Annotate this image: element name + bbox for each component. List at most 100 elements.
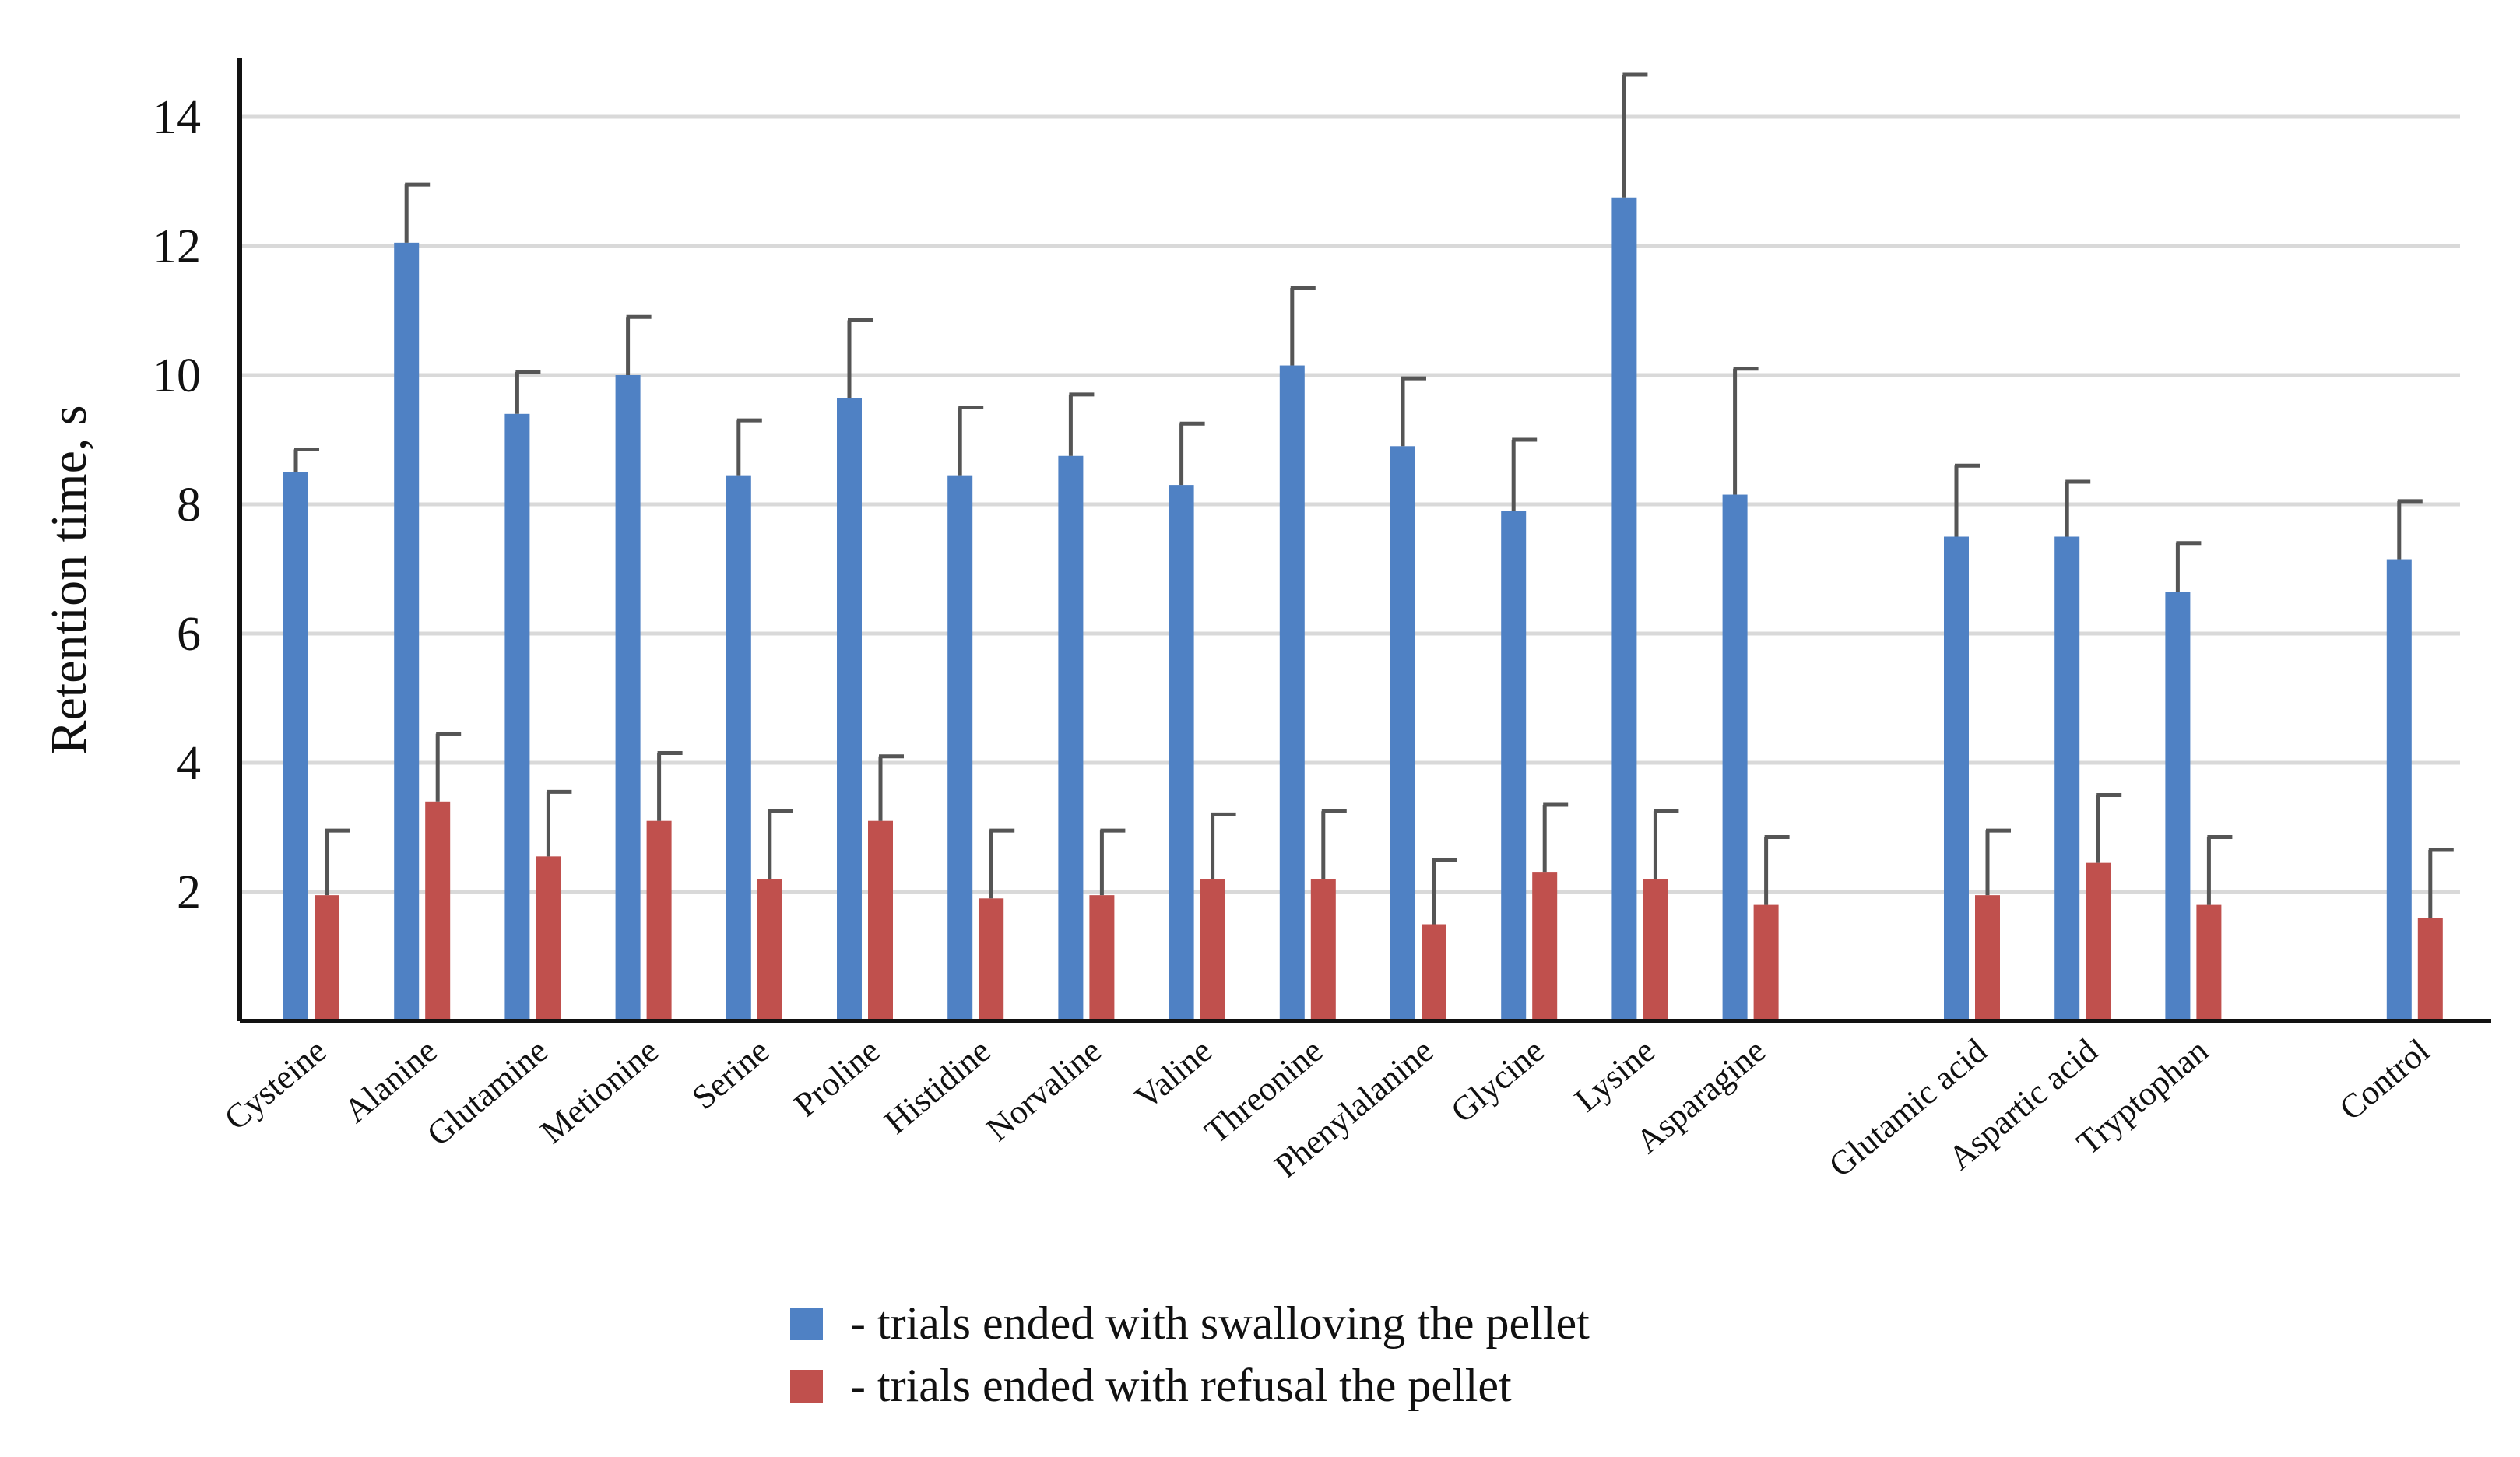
x-tick-cysteine: Cysteine bbox=[217, 1031, 333, 1138]
error-bar-refusal-proline bbox=[878, 754, 904, 821]
error-bar-swallow-glycine bbox=[1511, 437, 1538, 511]
y-tick-12: 12 bbox=[153, 220, 201, 273]
bar-refusal-lysine bbox=[1643, 879, 1668, 1021]
error-bar-swallow-metionine bbox=[626, 314, 652, 375]
error-bar-swallow-phenylalanine bbox=[1401, 376, 1426, 447]
legend: - trials ended with swalloving the pelle… bbox=[790, 1297, 1590, 1411]
bar-swallow-phenylalanine bbox=[1390, 446, 1415, 1021]
bar-refusal-asparagine bbox=[1753, 904, 1779, 1021]
error-bar-swallow-cysteine bbox=[293, 447, 319, 472]
x-tick-norvaline: Norvaline bbox=[979, 1031, 1109, 1149]
bar-swallow-norvaline bbox=[1058, 455, 1084, 1021]
error-bar-refusal-metionine bbox=[657, 751, 683, 821]
error-bar-swallow-asparagine bbox=[1733, 367, 1759, 495]
bar-swallow-aspartic-acid bbox=[2054, 536, 2080, 1021]
x-tick-proline: Proline bbox=[787, 1031, 887, 1124]
bar-swallow-alanine bbox=[394, 242, 420, 1022]
error-bar-refusal-histidine bbox=[989, 828, 1015, 899]
legend-swatch-refusal bbox=[790, 1370, 823, 1403]
error-bar-refusal-asparagine bbox=[1764, 834, 1790, 905]
bar-refusal-glutamine bbox=[536, 856, 561, 1021]
x-tick-serine: Serine bbox=[685, 1031, 777, 1117]
y-tick-4: 4 bbox=[177, 737, 201, 790]
bars bbox=[283, 197, 2443, 1022]
error-bar-swallow-norvaline bbox=[1068, 392, 1095, 456]
bar-refusal-glycine bbox=[1532, 872, 1558, 1021]
bar-swallow-glycine bbox=[1501, 511, 1527, 1021]
error-bar-refusal-phenylalanine bbox=[1432, 858, 1457, 925]
error-bars bbox=[293, 72, 2454, 925]
bar-swallow-threonine bbox=[1279, 365, 1305, 1021]
y-tick-8: 8 bbox=[177, 479, 201, 532]
bar-swallow-serine bbox=[726, 475, 751, 1021]
bar-refusal-alanine bbox=[425, 801, 451, 1021]
bar-swallow-glutamic-acid bbox=[1944, 536, 1969, 1021]
bar-refusal-norvaline bbox=[1089, 895, 1115, 1021]
bar-refusal-tryptophan bbox=[2196, 904, 2222, 1021]
error-bar-refusal-valine bbox=[1211, 812, 1236, 879]
bar-refusal-threonine bbox=[1310, 879, 1336, 1021]
x-tick-histidine: Histidine bbox=[877, 1031, 998, 1141]
y-axis-label: Retention time, s bbox=[40, 405, 97, 754]
bar-refusal-histidine bbox=[979, 898, 1004, 1021]
bar-refusal-metionine bbox=[646, 820, 672, 1021]
error-bar-swallow-alanine bbox=[404, 182, 431, 243]
error-bar-swallow-control bbox=[2397, 499, 2423, 560]
y-tick-labels: 2 4 6 8 10 12 14 bbox=[153, 91, 201, 919]
error-bar-swallow-aspartic-acid bbox=[2065, 479, 2091, 537]
error-bar-swallow-proline bbox=[847, 318, 873, 398]
legend-label-refusal: - trials ended with refusal the pellet bbox=[850, 1360, 1512, 1411]
bar-refusal-aspartic-acid bbox=[2086, 862, 2111, 1021]
axes bbox=[237, 58, 2491, 1023]
error-bar-refusal-serine bbox=[768, 809, 793, 879]
error-bar-refusal-control bbox=[2428, 848, 2454, 918]
bar-swallow-tryptophan bbox=[2165, 592, 2191, 1021]
bar-refusal-serine bbox=[757, 879, 782, 1021]
error-bar-refusal-glutamine bbox=[546, 789, 572, 857]
x-tick-glutamine: Glutamine bbox=[420, 1031, 555, 1153]
error-bar-refusal-threonine bbox=[1321, 809, 1347, 879]
error-bar-swallow-valine bbox=[1179, 421, 1205, 486]
error-bar-refusal-alanine bbox=[435, 732, 462, 802]
bar-swallow-histidine bbox=[947, 475, 973, 1021]
x-tick-glycine: Glycine bbox=[1443, 1031, 1551, 1130]
error-bar-swallow-glutamic-acid bbox=[1954, 463, 1980, 537]
y-tick-10: 10 bbox=[153, 349, 201, 402]
error-bar-swallow-lysine bbox=[1622, 72, 1648, 198]
error-bar-swallow-serine bbox=[736, 418, 762, 476]
error-bar-swallow-histidine bbox=[958, 406, 984, 476]
x-tick-alanine: Alanine bbox=[336, 1031, 444, 1130]
bar-refusal-valine bbox=[1200, 879, 1225, 1021]
y-tick-6: 6 bbox=[177, 608, 201, 661]
bar-refusal-phenylalanine bbox=[1422, 924, 1446, 1021]
bar-refusal-proline bbox=[868, 820, 893, 1021]
bar-swallow-metionine bbox=[615, 375, 641, 1021]
bar-swallow-valine bbox=[1169, 485, 1194, 1021]
bar-swallow-asparagine bbox=[1722, 494, 1748, 1021]
bar-swallow-lysine bbox=[1611, 197, 1637, 1021]
x-tick-control: Control bbox=[2332, 1031, 2437, 1128]
error-bar-swallow-tryptophan bbox=[2175, 541, 2202, 592]
legend-swatch-swallow bbox=[790, 1308, 823, 1340]
error-bar-refusal-cysteine bbox=[325, 828, 350, 896]
x-tick-valine: Valine bbox=[1127, 1031, 1219, 1117]
error-bar-refusal-norvaline bbox=[1099, 828, 1126, 896]
error-bar-swallow-glutamine bbox=[515, 370, 541, 414]
y-tick-2: 2 bbox=[177, 866, 201, 919]
error-bar-refusal-tryptophan bbox=[2206, 834, 2233, 905]
legend-label-swallow: - trials ended with swalloving the pelle… bbox=[850, 1297, 1590, 1349]
gridlines bbox=[240, 114, 2460, 894]
x-tick-lysine: Lysine bbox=[1567, 1031, 1661, 1119]
error-bar-swallow-threonine bbox=[1290, 286, 1316, 366]
x-tick-metionine: Metionine bbox=[533, 1031, 666, 1151]
bar-swallow-cysteine bbox=[283, 472, 308, 1021]
bar-refusal-control bbox=[2417, 918, 2443, 1021]
bar-refusal-cysteine bbox=[315, 895, 339, 1021]
bar-swallow-proline bbox=[837, 398, 862, 1021]
bar-swallow-glutamine bbox=[504, 413, 530, 1021]
bar-swallow-control bbox=[2386, 559, 2412, 1021]
error-bar-refusal-aspartic-acid bbox=[2096, 793, 2122, 863]
